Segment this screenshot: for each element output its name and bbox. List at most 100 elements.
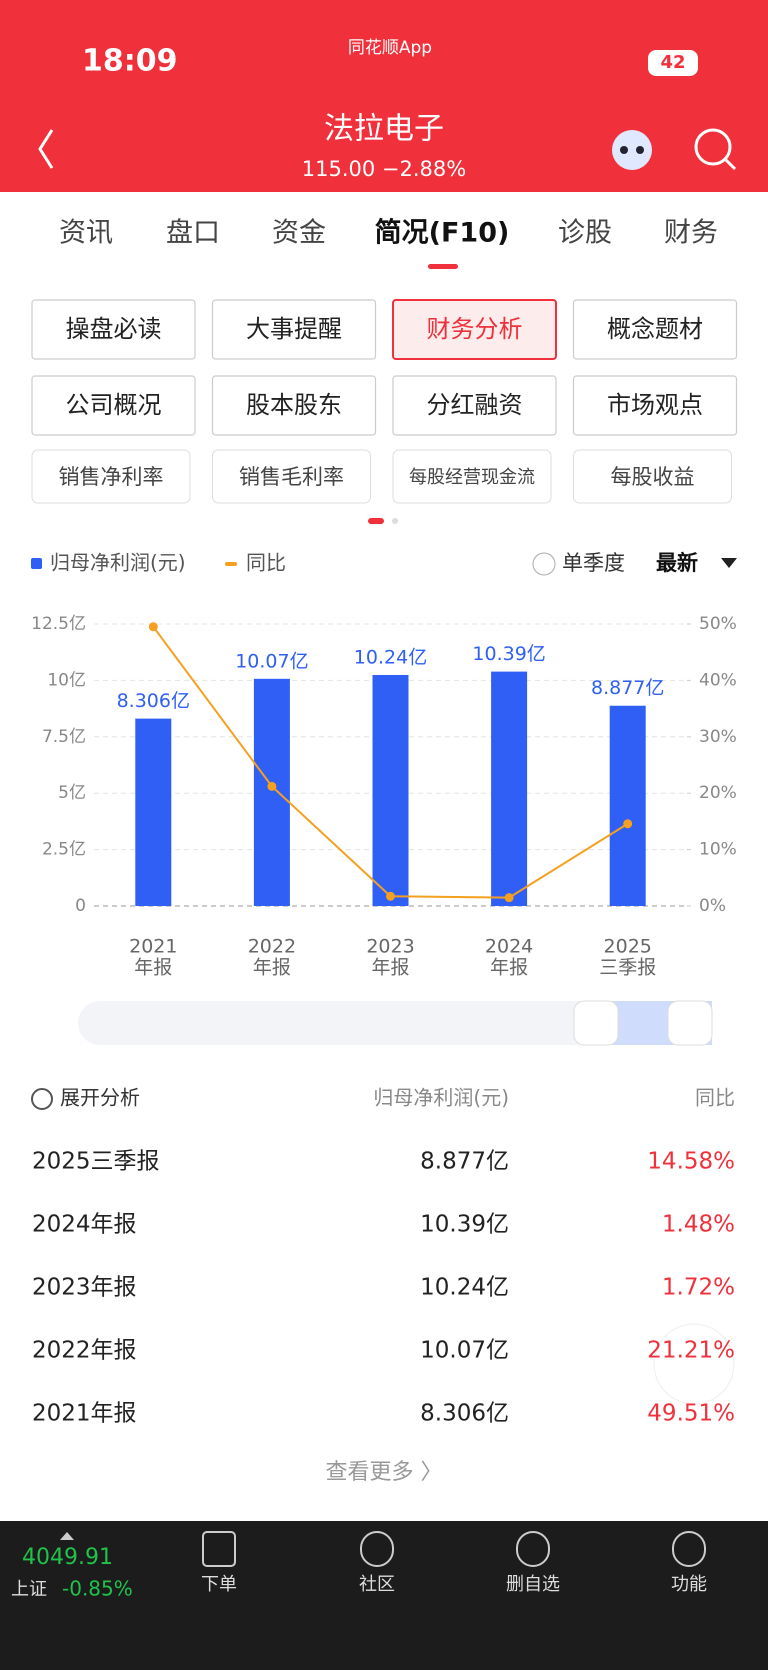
menu-button[interactable] <box>211 299 377 360</box>
yoy-point <box>504 893 514 903</box>
metric-chip-label: 销售毛利率 <box>239 465 344 489</box>
menu-button[interactable] <box>31 375 196 436</box>
legend-label: 同比 <box>246 551 286 575</box>
table-cell: 1.48% <box>662 1212 735 1238</box>
nav-label[interactable]: 删自选 <box>506 1574 560 1595</box>
table-cell: 8.306亿 <box>420 1401 509 1427</box>
x-tick-label: 2024 <box>485 936 533 958</box>
back-icon[interactable] <box>38 129 54 169</box>
yoy-point <box>267 781 277 791</box>
metric-chip[interactable] <box>573 449 732 504</box>
nav-icon[interactable] <box>202 1531 236 1567</box>
menu-button-label: 分红融资 <box>427 391 523 419</box>
nav-label[interactable]: 社区 <box>359 1574 395 1595</box>
yoy-point <box>386 891 395 901</box>
y-tick-label: 2.5亿 <box>42 840 86 860</box>
table-cell: 8.877亿 <box>420 1149 509 1175</box>
tab[interactable]: 简况(F10) <box>375 217 510 249</box>
stock-quote: 115.00 −2.88% <box>302 157 466 181</box>
tab[interactable]: 资讯 <box>59 218 113 249</box>
bottom-bar <box>0 1521 768 1670</box>
y2-tick-label: 10% <box>699 840 737 860</box>
see-more[interactable]: 查看更多 〉 <box>326 1460 443 1485</box>
metric-chip-label: 每股收益 <box>611 465 695 489</box>
table-cell: 1.72% <box>662 1275 735 1301</box>
bar <box>491 671 528 906</box>
y2-tick-label: 30% <box>699 727 737 747</box>
float-search[interactable] <box>653 1323 735 1405</box>
tab[interactable]: 财务 <box>664 218 718 249</box>
menu-button-label: 财务分析 <box>427 315 523 343</box>
nav-icon[interactable] <box>516 1531 550 1567</box>
control-label: 单季度 <box>562 551 625 575</box>
menu-button[interactable] <box>572 299 738 360</box>
menu-button[interactable] <box>392 375 557 436</box>
index-change: -0.85% <box>62 1577 133 1601</box>
tab[interactable]: 诊股 <box>558 218 612 249</box>
menu-button[interactable] <box>572 375 738 436</box>
bar-value-label: 10.07亿 <box>235 650 308 672</box>
search-icon[interactable] <box>694 128 732 166</box>
metric-chip[interactable] <box>212 449 371 504</box>
table-cell: 2025三季报 <box>32 1149 160 1175</box>
index-name: 上证 <box>11 1579 47 1600</box>
nav-label[interactable]: 下单 <box>201 1574 237 1595</box>
time: 18:09 <box>82 44 178 79</box>
x-tick-label: 年报 <box>253 957 291 979</box>
x-tick-label: 三季报 <box>599 957 656 979</box>
legend-label: 归母净利润(元) <box>50 551 186 575</box>
range-slider[interactable] <box>78 1001 712 1045</box>
x-tick-label: 年报 <box>134 957 172 979</box>
nav-icon[interactable] <box>672 1531 706 1567</box>
page-dot <box>368 518 384 524</box>
table-cell: 2024年报 <box>32 1212 137 1238</box>
x-tick-label: 年报 <box>371 957 409 979</box>
menu-button[interactable] <box>211 375 377 436</box>
menu-button[interactable] <box>31 299 196 360</box>
table-cell: 10.39亿 <box>420 1212 509 1238</box>
bar <box>135 718 172 906</box>
tab-indicator <box>428 264 458 269</box>
dropdown-icon[interactable] <box>721 558 737 568</box>
analysis-icon <box>31 1088 53 1110</box>
page-dot <box>392 518 398 524</box>
table-cell: 10.24亿 <box>420 1275 509 1301</box>
x-tick-label: 年报 <box>490 957 528 979</box>
bar <box>253 678 290 906</box>
bar-value-label: 10.24亿 <box>354 646 427 668</box>
y2-tick-label: 0% <box>699 896 726 916</box>
menu-button-label: 操盘必读 <box>66 315 162 343</box>
menu-button-label: 大事提醒 <box>246 315 342 343</box>
legend-swatch <box>31 558 42 569</box>
radio[interactable] <box>532 552 556 576</box>
metric-chip-label: 销售净利率 <box>59 465 164 489</box>
y2-tick-label: 20% <box>699 783 737 803</box>
y-tick-label: 5亿 <box>58 783 86 803</box>
table-header: 同比 <box>695 1086 735 1110</box>
nav-icon[interactable] <box>360 1531 394 1567</box>
table-cell: 49.51% <box>647 1401 735 1427</box>
yoy-point <box>148 622 158 632</box>
tab[interactable]: 资金 <box>272 218 326 249</box>
nav-label[interactable]: 功能 <box>671 1574 707 1595</box>
stock-name: 法拉电子 <box>324 112 444 147</box>
app-name: 同花顺App <box>348 38 432 58</box>
tab[interactable]: 盘口 <box>166 218 220 249</box>
yoy-point <box>623 819 633 829</box>
y-tick-label: 7.5亿 <box>42 727 86 747</box>
y-tick-label: 0 <box>75 896 86 916</box>
y-tick-label: 10亿 <box>47 670 86 690</box>
bar <box>609 705 646 906</box>
legend-swatch <box>225 562 237 566</box>
bar-value-label: 8.306亿 <box>117 690 190 712</box>
menu-button-label: 市场观点 <box>607 391 703 419</box>
table-cell: 2021年报 <box>32 1401 137 1427</box>
index-arrow <box>60 1532 74 1540</box>
menu-button[interactable] <box>392 299 557 360</box>
robot-icon[interactable] <box>612 130 652 170</box>
table-cell: 2022年报 <box>32 1338 137 1364</box>
menu-button-label: 公司概况 <box>66 391 162 419</box>
x-tick-label: 2023 <box>366 936 414 958</box>
metric-chip[interactable] <box>392 449 552 504</box>
metric-chip[interactable] <box>31 449 191 504</box>
